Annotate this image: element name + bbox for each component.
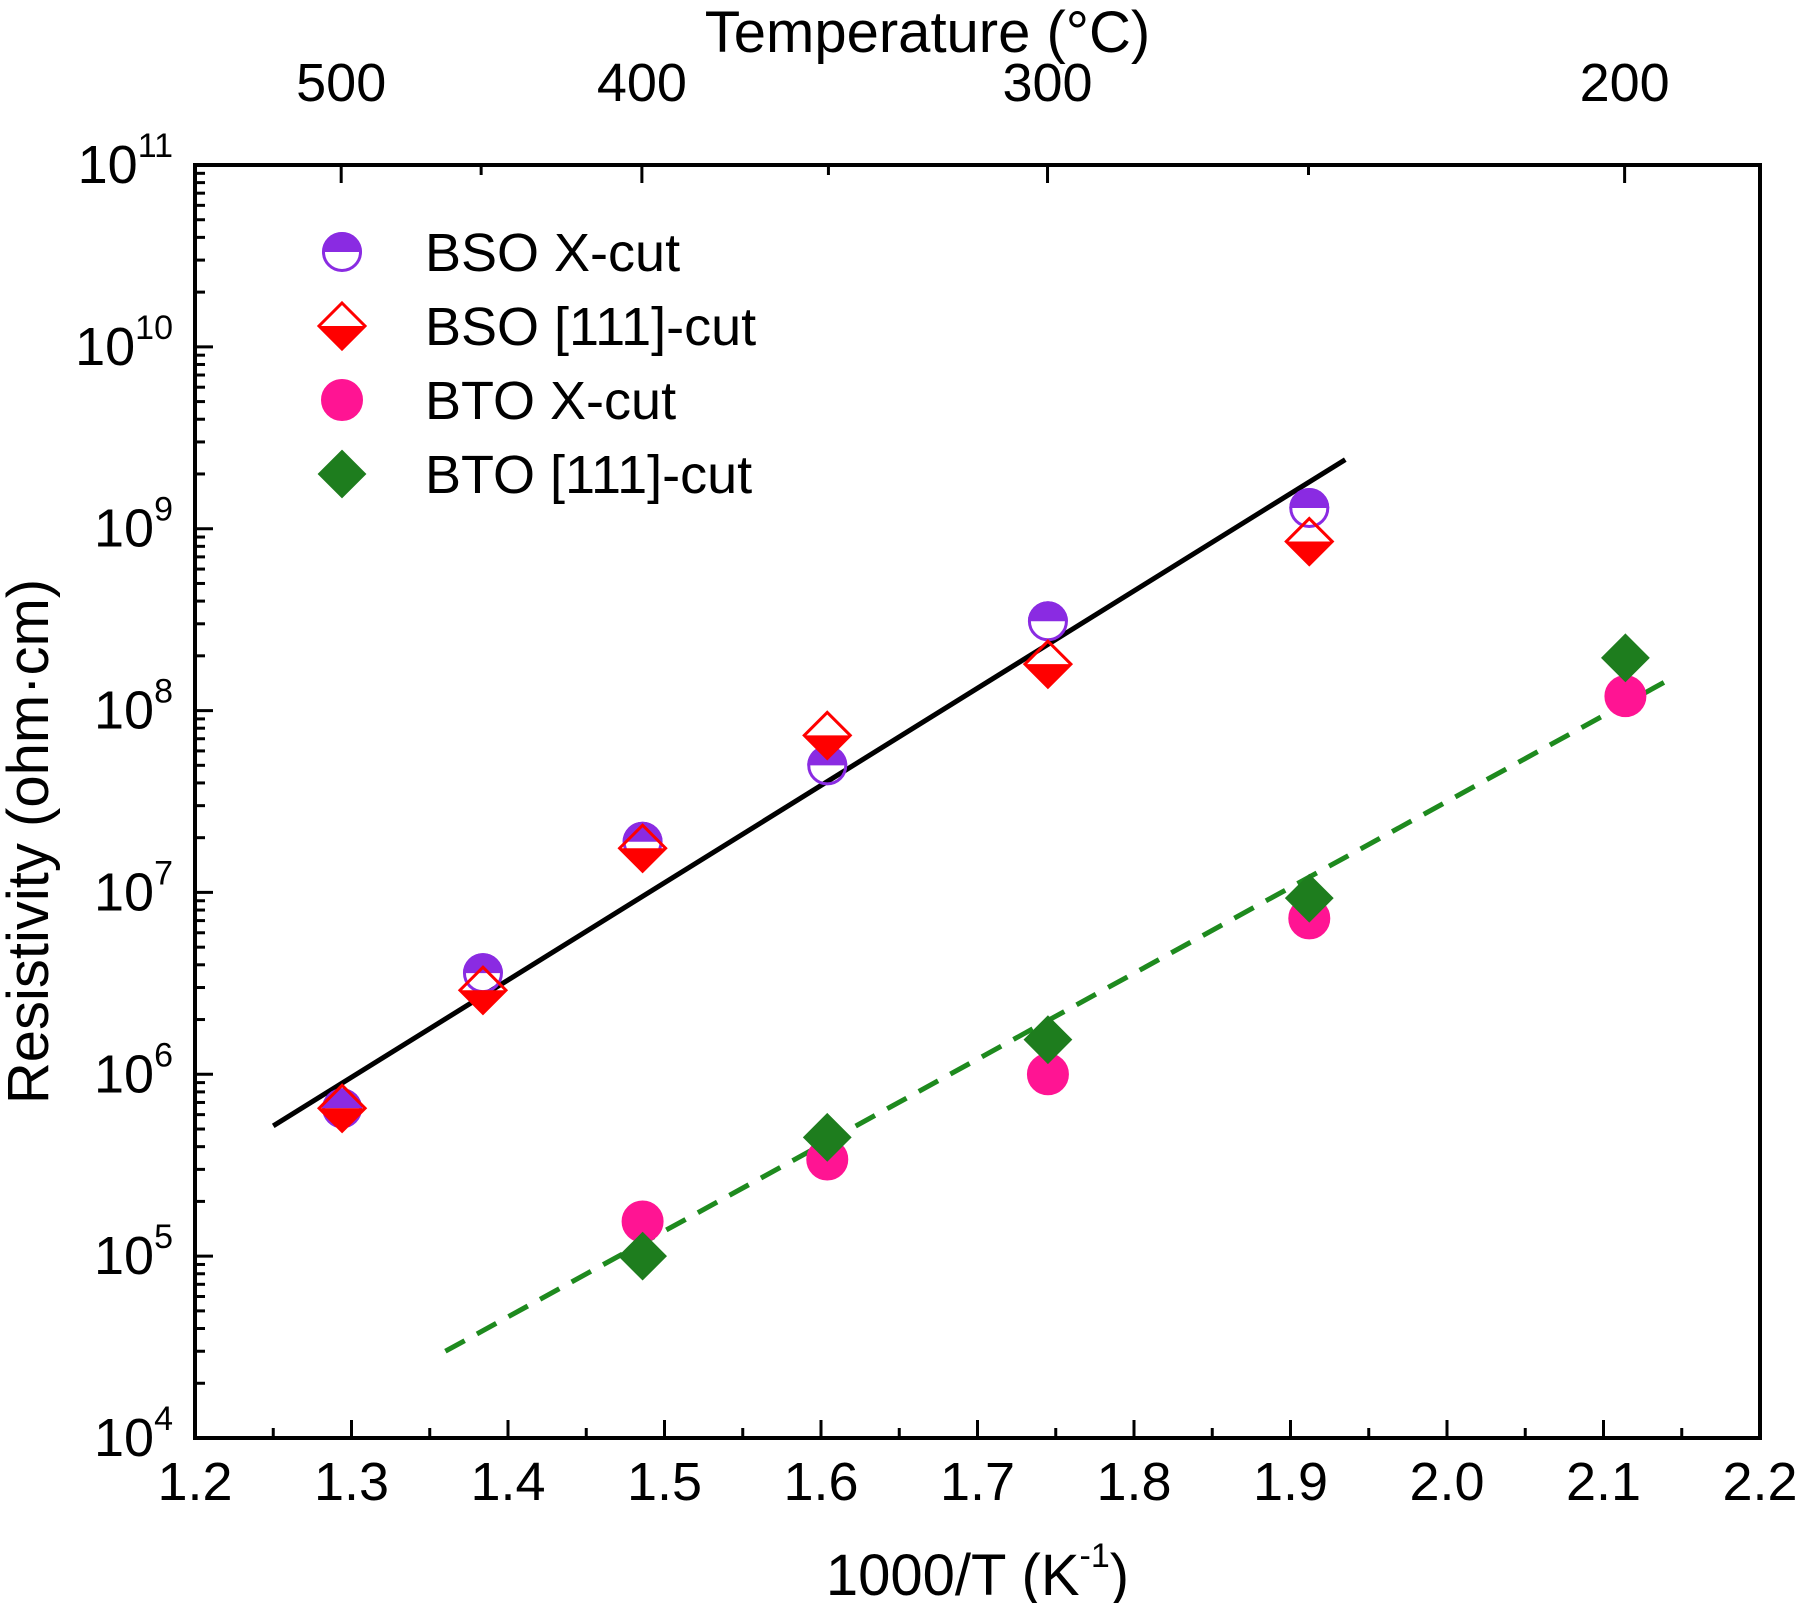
legend-marker-bso-111-cut: [316, 300, 368, 352]
marker-outline: [617, 823, 668, 874]
legend-label-bto-x-cut: BTO X-cut: [425, 371, 676, 431]
data-points: [316, 487, 1650, 1281]
y-tick-label: 105: [94, 1218, 173, 1286]
marker-shape: [1284, 873, 1334, 923]
bto-111-cut-point: [1023, 1015, 1073, 1065]
x-axis-title: 1000/T (K-1): [826, 1537, 1129, 1603]
y-tick-label: 1011: [78, 127, 173, 195]
marker-shape: [321, 379, 363, 421]
bto-111-cut-point: [1600, 633, 1650, 683]
top-tick-label: 500: [296, 53, 386, 113]
marker-outline: [802, 710, 853, 761]
marker-outline: [1284, 516, 1335, 567]
marker-outline: [457, 965, 509, 1016]
top-tick-label: 400: [597, 53, 687, 113]
marker-fill: [1024, 664, 1071, 688]
marker-fill: [804, 735, 851, 759]
marker-outline: [322, 232, 362, 272]
legend-label-bso-111-cut: BSO [111]-cut: [425, 297, 756, 357]
x-tick-label: 2.1: [1566, 1452, 1641, 1512]
y-tick-label: 104: [94, 1400, 173, 1468]
bso-111-cut-point: [457, 965, 509, 1016]
fit-lines: [271, 457, 1668, 1354]
x-tick-label: 1.9: [1253, 1452, 1328, 1512]
marker-fill: [459, 990, 506, 1014]
y-tick-label: 109: [94, 491, 173, 559]
legend-label-bto-111-cut: BTO [111]-cut: [425, 445, 752, 505]
marker-outline: [316, 1083, 368, 1134]
bso-111-cut-point: [1022, 639, 1074, 690]
x-tick-label: 1.7: [940, 1452, 1015, 1512]
y-tick-label: 106: [94, 1036, 173, 1104]
marker-fill: [319, 1108, 366, 1132]
x-tick-label: 1.4: [470, 1452, 545, 1512]
x-tick-label: 2.0: [1409, 1452, 1484, 1512]
x-tick-label: 1.8: [1096, 1452, 1171, 1512]
bso-fit-line: [271, 457, 1347, 1129]
y-tick-label: 1010: [75, 309, 173, 377]
marker-shape: [1600, 633, 1650, 683]
bso-111-cut-point: [617, 823, 668, 874]
marker-outline: [1022, 639, 1074, 690]
bso-x-cut-point: [1289, 487, 1330, 528]
bso-x-cut-point: [1027, 601, 1068, 642]
legend-marker-bto-111-cut: [317, 449, 367, 499]
legend-marker-bto-x-cut: [321, 379, 363, 421]
bto-111-cut-point: [618, 1231, 668, 1281]
bto-111-cut-point: [802, 1112, 852, 1162]
y-tick-label: 108: [94, 673, 173, 741]
marker-shape: [317, 449, 367, 499]
bto-111-cut-point: [1284, 873, 1334, 923]
marker-outline: [1289, 487, 1330, 528]
bso-111-cut-point: [802, 710, 853, 761]
axes: [193, 163, 1762, 1440]
marker-shape: [618, 1231, 668, 1281]
marker-fill: [319, 326, 365, 349]
legend-label-bso-x-cut: BSO X-cut: [425, 223, 680, 283]
x-tick-label: 1.3: [314, 1452, 389, 1512]
bso-111-cut-point: [316, 1083, 368, 1134]
marker-fill: [1286, 541, 1333, 565]
bso-x-cut-point: [462, 953, 503, 994]
legend: BSO X-cut BSO [111]-cut BTO X-cut BTO [111]…: [316, 223, 756, 505]
y-axis-title: Resistivity (ohm·cm): [0, 579, 61, 1104]
top-tick-label: 300: [1002, 53, 1092, 113]
y-tick-label: 107: [94, 854, 173, 922]
x-tick-label: 2.2: [1722, 1452, 1797, 1512]
x-tick-label: 1.5: [627, 1452, 702, 1512]
marker-outline: [316, 300, 368, 352]
x-tick-label: 1.6: [783, 1452, 858, 1512]
x-tick-label: 1.2: [157, 1452, 232, 1512]
marker-fill: [619, 848, 666, 872]
legend-marker-bso-x-cut: [322, 232, 362, 272]
top-tick-label: 200: [1580, 53, 1670, 113]
marker-shape: [802, 1112, 852, 1162]
bso-111-cut-point: [1284, 516, 1335, 567]
top-axis-title: Temperature (°C): [705, 0, 1150, 65]
marker-shape: [1023, 1015, 1073, 1065]
